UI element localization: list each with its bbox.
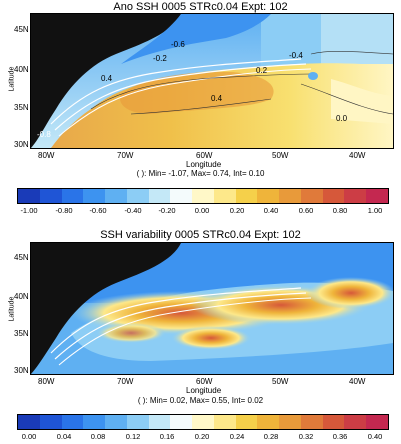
colorbar-swatch: [300, 189, 323, 203]
panel2-xtick-80w: 80W: [38, 377, 55, 386]
colorbar-tick-label: -0.20: [158, 206, 176, 215]
panel2-xtick-50w: 50W: [272, 377, 289, 386]
panel1-colorbar: [17, 188, 389, 204]
colorbar-swatch: [344, 189, 367, 203]
colorbar-swatch: [192, 189, 214, 203]
colorbar-swatch: [61, 189, 84, 203]
colorbar-swatch: [257, 415, 280, 429]
panel2-colorbar: [17, 414, 389, 430]
panel1-ytick-45: 45N: [14, 25, 29, 34]
colorbar-tick-label: 0.04: [56, 432, 72, 441]
colorbar-swatch: [39, 415, 62, 429]
colorbar-tick-label: 0.80: [332, 206, 348, 215]
panel2-xtick-40w: 40W: [349, 377, 366, 386]
colorbar-swatch: [170, 189, 193, 203]
colorbar-tick-label: 0.00: [194, 206, 210, 215]
colorbar-tick-label: 0.32: [298, 432, 314, 441]
colorbar-swatch: [344, 415, 367, 429]
panel2-xtick-60w: 60W: [196, 377, 213, 386]
colorbar-swatch: [235, 189, 258, 203]
colorbar-swatch: [18, 189, 40, 203]
colorbar-tick-label: -0.60: [89, 206, 107, 215]
panel1-xtick-80w: 80W: [38, 151, 55, 160]
panel1-xtick-40w: 40W: [349, 151, 366, 160]
colorbar-tick-label: -1.00: [20, 206, 38, 215]
panel2-ytick-40: 40N: [14, 292, 29, 301]
colorbar-swatch: [213, 415, 236, 429]
colorbar-tick-label: 1.00: [367, 206, 383, 215]
colorbar-swatch: [126, 415, 149, 429]
panel2-xtick-70w: 70W: [117, 377, 134, 386]
panel1-xlabel: Longitude: [186, 160, 222, 169]
colorbar-swatch: [257, 189, 280, 203]
colorbar-tick-label: 0.16: [159, 432, 175, 441]
contour-label: 0.0: [336, 114, 348, 123]
colorbar-swatch: [235, 415, 258, 429]
panel1-xtick-60w: 60W: [196, 151, 213, 160]
panel1-ytick-35: 35N: [14, 103, 29, 112]
colorbar-tick-label: 0.24: [229, 432, 245, 441]
colorbar-swatch: [105, 189, 127, 203]
colorbar-swatch: [322, 415, 345, 429]
colorbar-swatch: [279, 415, 301, 429]
panel2-title: SSH variability 0005 STRc0.04 Expt: 102: [100, 229, 301, 241]
contour-label: -0.2: [153, 54, 167, 63]
panel2-ytick-45: 45N: [14, 253, 29, 262]
colorbar-swatch: [105, 415, 127, 429]
colorbar-swatch: [18, 415, 40, 429]
colorbar-swatch: [366, 415, 389, 429]
colorbar-swatch: [148, 189, 171, 203]
panel1-xtick-50w: 50W: [272, 151, 289, 160]
colorbar-swatch: [39, 189, 62, 203]
contour-label: 0.4: [211, 94, 223, 103]
colorbar-tick-label: 0.20: [229, 206, 245, 215]
colorbar-swatch: [126, 189, 149, 203]
panel2-ssh-variability-map: [30, 242, 394, 375]
contour-label: 0.2: [256, 66, 268, 75]
panel2-ylabel: Latitude: [8, 296, 16, 322]
panel2-stats: ( ): Min= 0.02, Max= 0.55, Int= 0.02: [137, 396, 264, 405]
colorbar-swatch: [192, 415, 214, 429]
colorbar-swatch: [322, 189, 345, 203]
colorbar-tick-label: -0.40: [124, 206, 142, 215]
contour-label: -0.6: [171, 40, 185, 49]
colorbar-swatch: [366, 189, 389, 203]
colorbar-swatch: [148, 415, 171, 429]
colorbar-swatch: [279, 189, 301, 203]
colorbar-tick-label: 0.28: [263, 432, 279, 441]
panel1-xtick-70w: 70W: [117, 151, 134, 160]
colorbar-swatch: [83, 415, 106, 429]
colorbar-swatch: [300, 415, 323, 429]
panel2-ytick-30: 30N: [14, 366, 29, 375]
colorbar-tick-label: 0.20: [194, 432, 210, 441]
colorbar-tick-label: 0.40: [367, 432, 383, 441]
contour-label: -0.4: [289, 51, 303, 60]
contour-label: -0.8: [37, 130, 51, 139]
colorbar-tick-label: 0.40: [263, 206, 279, 215]
panel1-ytick-40: 40N: [14, 65, 29, 74]
colorbar-tick-label: 0.60: [298, 206, 314, 215]
panel2-xlabel: Longitude: [186, 386, 222, 395]
colorbar-swatch: [83, 189, 106, 203]
contour-label: 0.4: [101, 74, 113, 83]
panel1-ssh-anomaly-map: -0.6 -0.4 0.4 0.4 0.2 0.0 -0.2 -0.8: [30, 13, 394, 149]
panel1-stats: ( ): Min= -1.07, Max= 0.74, Int= 0.10: [136, 169, 265, 178]
colorbar-tick-label: 0.36: [332, 432, 348, 441]
panel2-ytick-35: 35N: [14, 329, 29, 338]
colorbar-tick-label: 0.12: [125, 432, 141, 441]
colorbar-swatch: [213, 189, 236, 203]
colorbar-tick-label: 0.08: [90, 432, 106, 441]
colorbar-swatch: [61, 415, 84, 429]
colorbar-swatch: [170, 415, 193, 429]
colorbar-tick-label: 0.00: [21, 432, 37, 441]
panel1-ytick-30: 30N: [14, 140, 29, 149]
colorbar-tick-label: -0.80: [55, 206, 73, 215]
panel1-title: Ano SSH 0005 STRc0.04 Expt: 102: [113, 1, 288, 13]
